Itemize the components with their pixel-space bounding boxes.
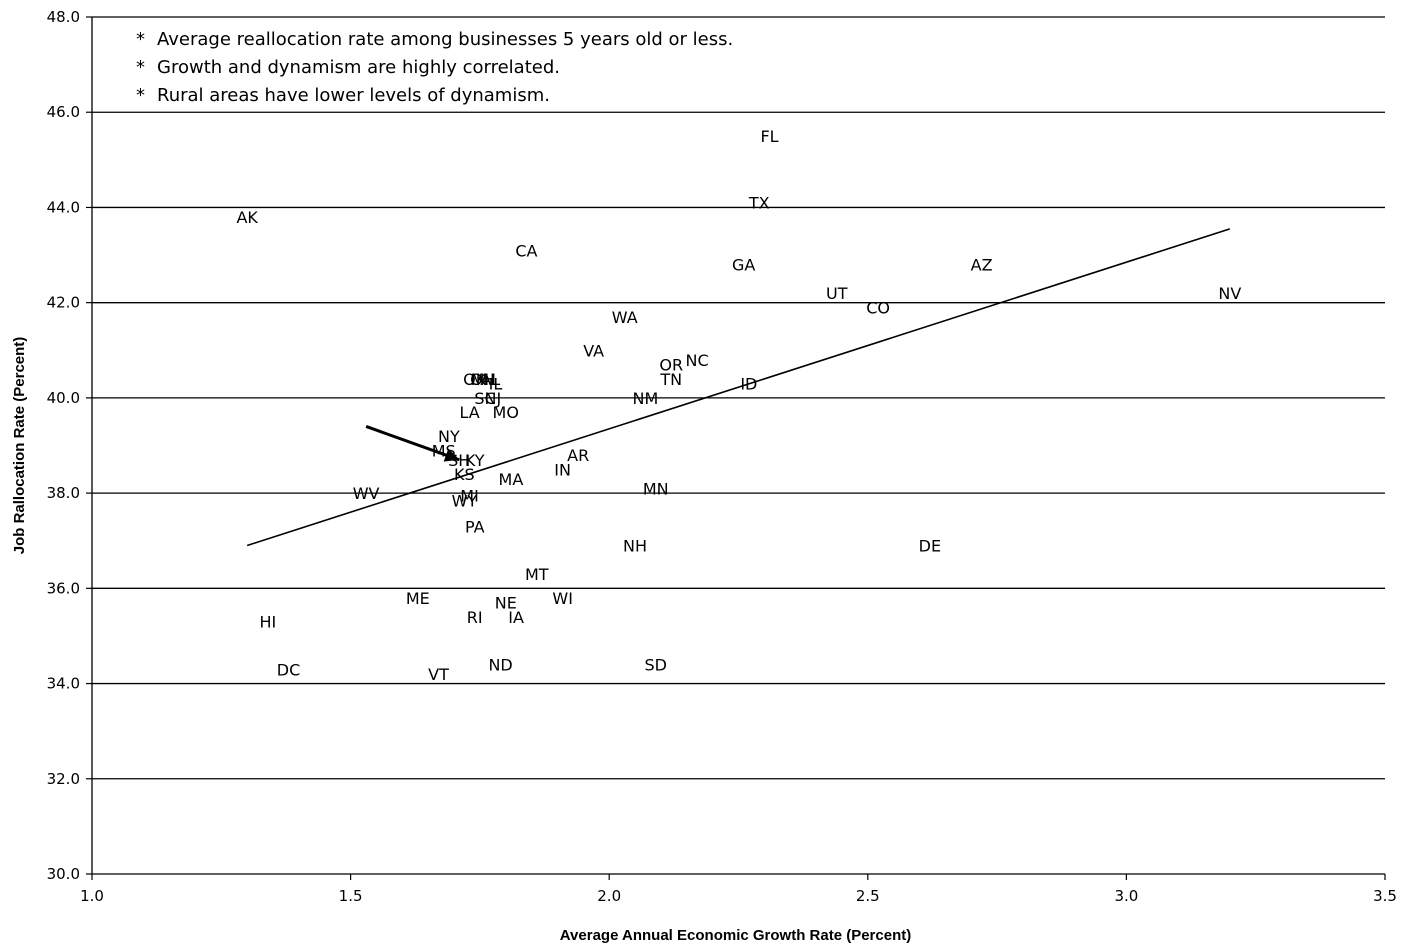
point-label-sd: SD: [645, 656, 667, 675]
point-label-ks: KS: [454, 465, 475, 484]
note-text: Growth and dynamism are highly correlate…: [157, 57, 560, 78]
point-label-ma: MA: [499, 470, 524, 489]
notes-box: * Average reallocation rate among busines…: [136, 29, 733, 106]
point-label-mo: MO: [493, 403, 519, 422]
point-label-ia: IA: [508, 608, 524, 627]
point-label-sc: SC: [474, 389, 495, 408]
gridlines: [92, 16, 1385, 780]
y-tick-label: 46.0: [47, 103, 80, 121]
arrow-group: [365, 425, 460, 462]
x-tick-labels: 1.0 1.5 2.0 2.5 3.0 3.5: [80, 887, 1397, 905]
x-axis-label: Average Annual Economic Growth Rate (Per…: [560, 927, 911, 944]
x-tick-label: 1.0: [80, 887, 104, 905]
x-tick-label: 1.5: [339, 887, 363, 905]
axes: [86, 16, 1386, 880]
point-label-dc: DC: [277, 660, 301, 679]
point-label-nv: NV: [1218, 284, 1241, 303]
point-label-vt: VT: [428, 665, 449, 684]
point-label-ne: NE: [495, 594, 517, 613]
point-label-ny: NY: [438, 427, 460, 446]
y-axis-label: Job Rallocation Rate (Percent): [11, 337, 28, 555]
note-text: Average reallocation rate among business…: [157, 29, 733, 50]
point-label-al: AL: [480, 370, 500, 389]
y-tick-label: 40.0: [47, 389, 80, 407]
point-label-ri: RI: [467, 608, 483, 627]
point-label-oh: OH: [470, 370, 495, 389]
point-label-ga: GA: [732, 256, 755, 275]
point-label-nc: NC: [686, 351, 709, 370]
y-tick-labels: 30.0 32.0 34.0 36.0 38.0 40.0 42.0 44.0 46.0 48.0: [47, 8, 80, 883]
arrow-head: [443, 448, 460, 462]
point-label-tn: TN: [659, 370, 682, 389]
trendline: [246, 228, 1231, 547]
point-label-ms: MS: [432, 441, 456, 460]
arrow-shaft: [365, 425, 460, 462]
point-label-ak: AK: [236, 208, 258, 227]
point-label-nh: NH: [623, 536, 647, 555]
point-label-hi: HI: [259, 613, 276, 632]
point-label-ky: KY: [465, 451, 485, 470]
point-label-pa: PA: [465, 517, 485, 536]
point-label-ut: UT: [826, 284, 848, 303]
point-label-me: ME: [406, 589, 430, 608]
note-text: Rural areas have lower levels of dynamis…: [157, 85, 550, 106]
point-label-ca: CA: [515, 241, 537, 260]
x-tick-label: 2.0: [597, 887, 621, 905]
y-tick-label: 42.0: [47, 294, 80, 312]
point-label-de: DE: [919, 536, 941, 555]
point-label-la: LA: [459, 403, 479, 422]
y-tick-label: 44.0: [47, 198, 80, 216]
point-label-il: IL: [489, 375, 503, 394]
point-label-in: IN: [554, 460, 571, 479]
x-tick-label: 2.5: [856, 887, 880, 905]
point-label-az: AZ: [971, 256, 993, 275]
point-label-mi: MI: [471, 370, 490, 389]
y-tick-label: 34.0: [47, 675, 80, 693]
point-label-wy: WY: [452, 491, 478, 510]
point-label-or: OR: [659, 356, 683, 375]
point-label-nd: ND: [488, 656, 512, 675]
point-label-fl: FL: [760, 127, 778, 146]
y-tick-label: 32.0: [47, 770, 80, 788]
point-label-co: CO: [866, 298, 890, 317]
point-label-wa: WA: [612, 308, 638, 327]
point-label-mn: MN: [643, 479, 669, 498]
note-bullet: *: [136, 29, 145, 50]
point-label-va: VA: [583, 341, 604, 360]
y-tick-label: 30.0: [47, 865, 80, 883]
point-label-id: ID: [740, 375, 757, 394]
point-label-ok: OK: [463, 370, 487, 389]
y-tick-label: 48.0: [47, 8, 80, 26]
note-bullet: *: [136, 85, 145, 106]
point-label-mi: MI: [460, 486, 479, 505]
point-label-wv: WV: [353, 484, 380, 503]
point-label-sh: SH: [448, 451, 470, 470]
trendline-group: [246, 228, 1231, 547]
note-bullet: *: [136, 57, 145, 78]
x-tick-label: 3.0: [1114, 887, 1138, 905]
x-tick-label: 3.5: [1373, 887, 1397, 905]
point-label-nj: NJ: [484, 389, 501, 408]
y-tick-label: 36.0: [47, 579, 80, 597]
point-label-ar: AR: [567, 446, 589, 465]
point-label-wi: WI: [552, 589, 573, 608]
point-label-nm: NM: [633, 389, 659, 408]
y-tick-label: 38.0: [47, 484, 80, 502]
point-label-tx: TX: [748, 194, 770, 213]
point-label-mt: MT: [525, 565, 549, 584]
